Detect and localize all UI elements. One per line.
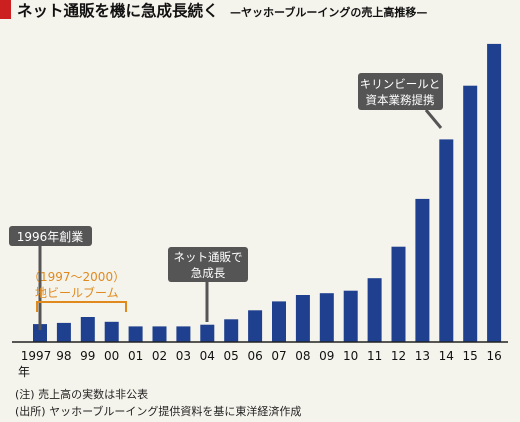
x-tick-label: 00: [104, 349, 119, 363]
x-tick-label: 04: [200, 349, 215, 363]
bar-09: [319, 293, 334, 342]
x-tick-label: 10: [343, 349, 358, 363]
x-tick-label: 02: [152, 349, 167, 363]
footnote-source: (出所) ヤッホーブルーイング提供資料を基に東洋経済作成: [15, 405, 302, 418]
bar-12: [391, 246, 406, 342]
x-tick-label: 12: [391, 349, 406, 363]
callout-kirin-alliance: キリンビールと 資本業務提携: [358, 73, 443, 129]
beer-boom-annotation: （1997〜2000） 地ビールブーム: [28, 270, 127, 312]
bar-05: [224, 319, 239, 342]
x-tick-label: 01: [128, 349, 143, 363]
callout-online-line2: 急成長: [191, 266, 226, 280]
bar-01: [128, 326, 143, 342]
bar-98: [56, 322, 71, 342]
x-tick-label: 14: [439, 349, 454, 363]
x-tick-label: 99: [80, 349, 95, 363]
chart-subtitle: —ヤッホーブルーイングの売上高推移—: [230, 5, 427, 19]
bar-99: [80, 317, 95, 342]
title-marker: [0, 0, 11, 19]
x-axis-unit: 年: [18, 365, 30, 379]
x-tick-label: 15: [463, 349, 478, 363]
beer-boom-label: 地ビールブーム: [35, 285, 119, 300]
bar-16: [487, 43, 502, 343]
bar-00: [104, 321, 119, 342]
x-tick-label: 06: [247, 349, 262, 363]
callout-online-sales: ネット通販で 急成長: [168, 247, 248, 322]
callout-founded: 1996年創業: [9, 226, 92, 330]
x-tick-label: 09: [319, 349, 334, 363]
bar-10: [343, 290, 358, 342]
callout-founded-text: 1996年創業: [17, 230, 84, 244]
bar-06: [248, 310, 263, 342]
callout-online-line1: ネット通販で: [174, 250, 243, 264]
x-tick-label: 1997: [21, 349, 52, 363]
x-tick-label: 07: [271, 349, 286, 363]
footnote-sales: (注) 売上高の実数は非公表: [15, 388, 149, 401]
x-tick-labels: 1997 98 99 00 01 02 03 04 05 06 07 08 09 10 11 12 13 14 15…: [21, 349, 502, 363]
bar-14: [439, 139, 454, 342]
bars-group: [33, 43, 502, 343]
bar-03: [176, 326, 191, 342]
bar-02: [152, 326, 167, 342]
callout-kirin-line2: 資本業務提携: [366, 93, 435, 107]
x-tick-label: 05: [224, 349, 239, 363]
x-tick-label: 98: [56, 349, 71, 363]
callout-kirin-line1: キリンビールと: [360, 77, 441, 91]
x-tick-label: 08: [295, 349, 310, 363]
bar-11: [367, 278, 382, 342]
bar-1997: [33, 324, 47, 342]
bar-15: [463, 85, 478, 342]
bar-13: [415, 198, 430, 342]
beer-boom-years: （1997〜2000）: [28, 270, 125, 284]
bar-07: [272, 301, 286, 342]
bar-08: [295, 295, 310, 342]
x-tick-label: 03: [176, 349, 191, 363]
bar-04: [200, 324, 215, 342]
x-tick-label: 11: [367, 349, 382, 363]
chart-title: ネット通販を機に急成長続く: [17, 1, 219, 20]
x-tick-label: 13: [415, 349, 430, 363]
x-tick-label: 16: [486, 349, 501, 363]
